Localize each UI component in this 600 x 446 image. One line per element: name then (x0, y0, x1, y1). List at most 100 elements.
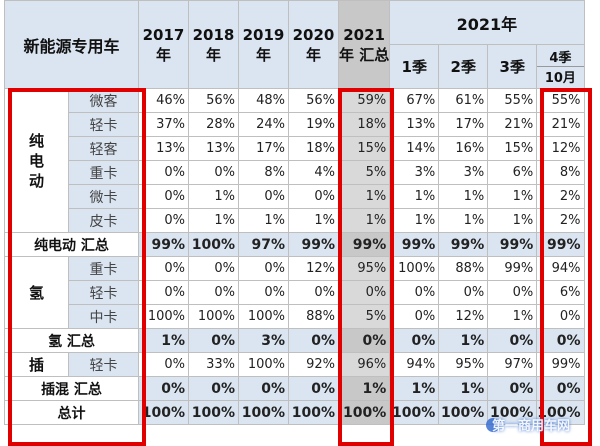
value-cell: 0% (188, 160, 239, 185)
value-cell: 0% (288, 184, 339, 209)
value-cell: 1% (389, 376, 440, 401)
value-cell: 1% (188, 184, 239, 209)
group-label-bev: 纯电动 (4, 88, 69, 233)
value-cell: 16% (438, 136, 489, 161)
value-cell: 100% (536, 400, 585, 425)
value-cell: 100% (337, 400, 391, 425)
value-cell: 3% (438, 160, 489, 185)
value-cell: 0% (288, 328, 339, 353)
value-cell: 0% (389, 304, 440, 329)
value-cell: 2% (536, 184, 585, 209)
group-label-hydrogen: 氢 (4, 256, 69, 329)
value-cell: 1% (438, 328, 489, 353)
value-cell: 0% (188, 256, 239, 281)
value-cell: 6% (487, 160, 538, 185)
value-cell: 56% (188, 88, 239, 113)
watermark-logo-icon (486, 418, 500, 432)
subtotal-label: 纯电动 汇总 (4, 232, 139, 257)
value-cell: 8% (536, 160, 585, 185)
value-cell: 55% (536, 88, 585, 113)
value-cell: 100% (288, 400, 339, 425)
value-cell: 100% (238, 400, 289, 425)
value-cell: 1% (337, 376, 391, 401)
grand-total-row: 总计 100% 100% 100% 100% 100% 100% 100% 100% 100% (4, 400, 585, 425)
value-cell: 17% (438, 112, 489, 137)
quarter-header: 3季 (487, 44, 538, 89)
value-cell: 100% (238, 304, 289, 329)
vehicle-type-label: 重卡 (68, 160, 139, 185)
quarter-header: 1季 (389, 44, 440, 89)
subtotal-row: 氢 汇总 1% 0% 3% 0% 0% 0% 1% 0% 0% (4, 328, 585, 353)
value-cell: 97% (238, 232, 289, 257)
value-cell: 15% (337, 136, 391, 161)
value-cell: 99% (536, 232, 585, 257)
year-header: 2017 年 (138, 0, 189, 89)
value-cell: 0% (188, 280, 239, 305)
value-cell: 1% (438, 208, 489, 233)
value-cell: 1% (487, 208, 538, 233)
table-row: 微卡 0% 1% 0% 0% 1% 1% 1% 1% 2% (5, 184, 585, 209)
value-cell: 1% (487, 184, 538, 209)
value-cell: 33% (188, 352, 239, 377)
value-cell: 1% (389, 184, 440, 209)
value-cell: 0% (188, 376, 239, 401)
value-cell: 21% (536, 112, 585, 137)
vehicle-type-label: 轻卡 (68, 280, 139, 305)
vehicle-type-label: 轻卡 (68, 352, 139, 377)
subtotal-row: 插混 汇总 0% 0% 0% 0% 1% 1% 1% 0% 0% (4, 376, 585, 401)
value-cell: 1% (238, 208, 289, 233)
table-body: 纯电动微客 46% 56% 48% 56% 59% 67% 61% 55% 55% 轻卡 37% 28%… (4, 88, 585, 425)
table-row: 中卡 100% 100% 100% 88% 5% 0% 12% 1% 0% (5, 304, 585, 329)
table-row: 重卡 0% 0% 8% 4% 5% 3% 3% 6% 8% (5, 160, 585, 185)
value-cell: 2% (536, 208, 585, 233)
value-cell: 6% (536, 280, 585, 305)
value-cell: 3% (238, 328, 289, 353)
value-cell: 1% (337, 208, 391, 233)
year-header: 2018 年 (188, 0, 239, 89)
table-row: 纯电动微客 46% 56% 48% 56% 59% 67% 61% 55% 55% (4, 88, 585, 233)
value-cell: 48% (238, 88, 289, 113)
value-cell: 1% (438, 376, 489, 401)
subtotal-row: 纯电动 汇总 99% 100% 97% 99% 99% 99% 99% 99% 99% (4, 232, 585, 257)
value-cell: 1% (288, 208, 339, 233)
value-cell: 94% (536, 256, 585, 281)
value-cell: 0% (288, 376, 339, 401)
value-cell: 0% (487, 280, 538, 305)
year-2021-total-header: 2021 年 汇总 (337, 0, 391, 89)
value-cell: 5% (337, 160, 391, 185)
value-cell: 67% (389, 88, 440, 113)
value-cell: 100% (389, 256, 440, 281)
value-cell: 100% (188, 400, 239, 425)
value-cell: 1% (138, 328, 189, 353)
value-cell: 0% (138, 208, 189, 233)
value-cell: 1% (337, 184, 391, 209)
value-cell: 0% (337, 328, 391, 353)
value-cell: 19% (288, 112, 339, 137)
value-cell: 37% (138, 112, 189, 137)
value-cell: 0% (238, 256, 289, 281)
value-cell: 95% (438, 352, 489, 377)
table-row: 轻客 13% 13% 17% 18% 15% 14% 16% 15% 12% (5, 136, 585, 161)
value-cell: 0% (238, 184, 289, 209)
value-cell: 0% (536, 376, 585, 401)
value-cell: 0% (487, 328, 538, 353)
value-cell: 0% (536, 328, 585, 353)
value-cell: 18% (288, 136, 339, 161)
value-cell: 28% (188, 112, 239, 137)
value-cell: 13% (138, 136, 189, 161)
value-cell: 55% (487, 88, 538, 113)
year-2021-group-header: 2021年 (389, 0, 585, 45)
value-cell: 56% (288, 88, 339, 113)
value-cell: 100% (138, 400, 189, 425)
vehicle-type-label: 微卡 (68, 184, 139, 209)
value-cell: 100% (238, 352, 289, 377)
value-cell: 0% (238, 376, 289, 401)
value-cell: 100% (389, 400, 440, 425)
value-cell: 99% (138, 232, 189, 257)
vehicle-type-label: 微客 (68, 88, 139, 113)
value-cell: 1% (389, 208, 440, 233)
value-cell: 61% (438, 88, 489, 113)
value-cell: 8% (238, 160, 289, 185)
corner-header: 新能源专用车 (4, 0, 139, 89)
